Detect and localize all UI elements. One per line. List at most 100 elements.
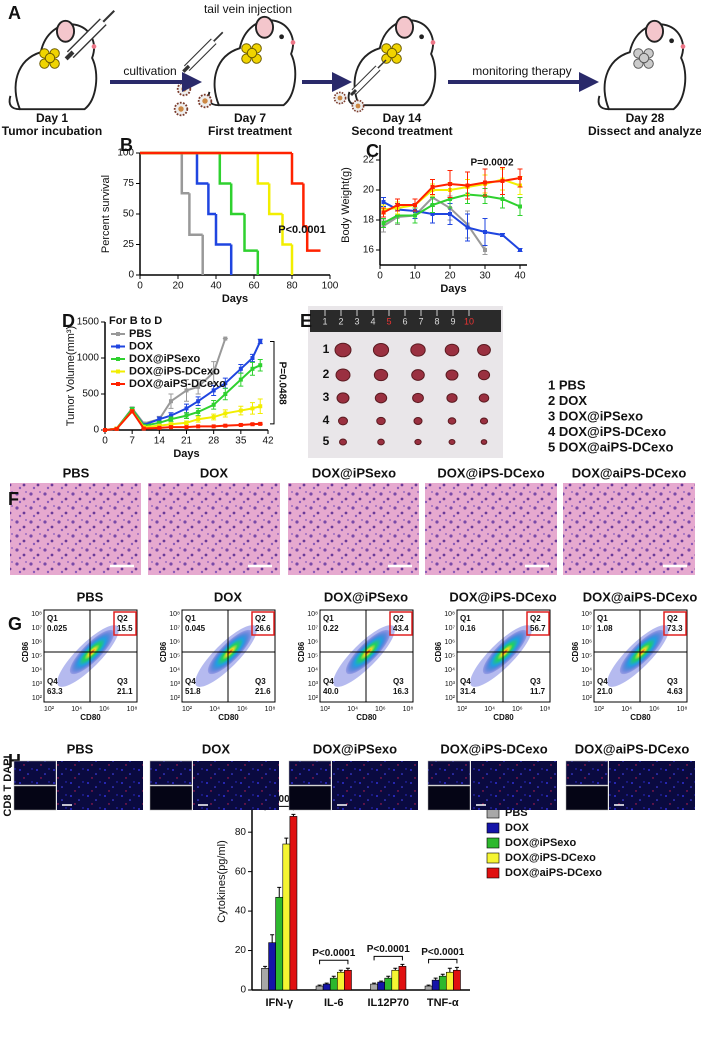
- data-point: [238, 377, 243, 382]
- ruler-number: 10: [464, 316, 474, 326]
- survival-step: [218, 153, 232, 185]
- quadrant-name: Q1: [47, 614, 58, 623]
- significance-bracket: [428, 958, 458, 964]
- image-title: DOX: [200, 465, 229, 480]
- legend-label: PBS: [129, 328, 152, 340]
- data-point: [223, 336, 228, 341]
- panel-label: F: [8, 489, 19, 509]
- histology-images: [10, 483, 695, 575]
- survival-step: [188, 193, 203, 236]
- y-tick-label: 10⁴: [307, 667, 318, 674]
- x-tick-label: 10⁸: [540, 706, 551, 713]
- annotation: P<0.0001: [421, 947, 465, 958]
- bar: [431, 979, 440, 991]
- data-point: [250, 356, 255, 360]
- legend-swatch: [116, 357, 120, 361]
- quadrant-name: Q2: [117, 614, 128, 623]
- x-tick-label: 10⁸: [127, 706, 138, 713]
- quadrant-value: 11.7: [530, 687, 546, 696]
- y-axis-label: CD86: [434, 641, 443, 662]
- data-point: [238, 422, 243, 427]
- data-point: [250, 366, 255, 371]
- error-bar: [324, 982, 329, 985]
- data-point: [518, 248, 522, 252]
- y-axis-label: Tumor Volume(mm³): [65, 326, 77, 426]
- x-tick-label: 10²: [182, 706, 193, 713]
- y-tick-label: 10⁷: [308, 625, 319, 632]
- data-point: [196, 399, 201, 404]
- row-label: 3: [323, 390, 330, 404]
- data-point: [448, 182, 452, 186]
- image-title: DOX@iPSexo: [313, 741, 397, 756]
- histology-image: [288, 483, 419, 575]
- legend-label: DOX@iPSexo: [129, 353, 201, 365]
- data-point: [413, 213, 417, 218]
- y-tick-label: 10⁸: [581, 611, 592, 618]
- data-point: [196, 410, 201, 414]
- highlight-box: [526, 611, 550, 636]
- mouse: [347, 15, 437, 107]
- bar: [275, 896, 284, 991]
- y-tick-label: 10⁴: [31, 667, 42, 674]
- error-bar: [447, 967, 452, 973]
- data-point: [157, 425, 162, 430]
- quadrant-value: 0.025: [47, 624, 68, 633]
- data-point: [500, 233, 505, 237]
- data-point: [184, 388, 189, 393]
- x-tick-label: IL12P70: [367, 997, 409, 1009]
- quadrant-name: Q3: [117, 677, 128, 686]
- y-tick-label: 10³: [582, 681, 593, 688]
- x-tick-label: 10⁶: [375, 706, 386, 713]
- highlight-box: [113, 611, 137, 636]
- data-point: [238, 366, 243, 371]
- y-tick-label: 10²: [170, 695, 181, 702]
- bar: [289, 816, 298, 991]
- ruler-number: 7: [418, 316, 423, 326]
- quadrant-name: Q4: [323, 677, 334, 686]
- legend-label: DOX@aiPS-DCexo: [505, 867, 602, 879]
- histology-image: [148, 483, 280, 575]
- y-tick-label: 10⁵: [169, 653, 180, 660]
- ruler-number: 5: [386, 316, 391, 326]
- annotation: P<0.0001: [278, 224, 325, 236]
- image-title: PBS: [67, 741, 94, 756]
- x-tick-label: 10²: [320, 706, 331, 713]
- quadrant-value: 16.3: [393, 687, 409, 696]
- data-point: [500, 179, 505, 183]
- legend-title: For B to D: [109, 315, 162, 327]
- legend-swatch: [116, 369, 120, 374]
- x-tick-label: 10⁸: [677, 706, 688, 713]
- bar: [438, 975, 447, 991]
- data-point: [518, 204, 522, 209]
- x-tick-label: 10²: [457, 706, 468, 713]
- x-tick-label: 0: [377, 271, 383, 282]
- data-point: [395, 213, 400, 218]
- y-tick-label: 10³: [445, 681, 456, 688]
- tumor: [376, 416, 386, 426]
- y-tick-label: 10⁸: [169, 611, 180, 618]
- tumor: [411, 369, 425, 381]
- error-bar: [317, 984, 322, 987]
- data-point: [157, 420, 162, 425]
- error-bar: [331, 975, 336, 979]
- y-tick-label: 10⁵: [444, 653, 455, 660]
- survival-step: [229, 183, 245, 216]
- y-tick-label: 10⁶: [169, 639, 180, 646]
- image-title: DOX@aiPS-DCexo: [575, 741, 690, 756]
- error-bar: [400, 963, 405, 967]
- fluorescence-image: [13, 760, 57, 786]
- bar: [370, 983, 378, 991]
- data-point: [381, 210, 386, 215]
- data-point: [211, 402, 216, 407]
- exosome: [173, 101, 189, 117]
- legend-swatch: [116, 382, 120, 386]
- quadrant-name: Q2: [255, 614, 266, 623]
- tumor: [444, 343, 460, 357]
- legend-label: DOX@aiPS-DCexo: [129, 378, 226, 390]
- data-point: [184, 425, 189, 430]
- tumor: [445, 369, 459, 381]
- error-bar: [277, 886, 282, 898]
- ruler-number: 3: [354, 316, 359, 326]
- quadrant-name: Q4: [47, 677, 58, 686]
- error-bar: [270, 934, 275, 943]
